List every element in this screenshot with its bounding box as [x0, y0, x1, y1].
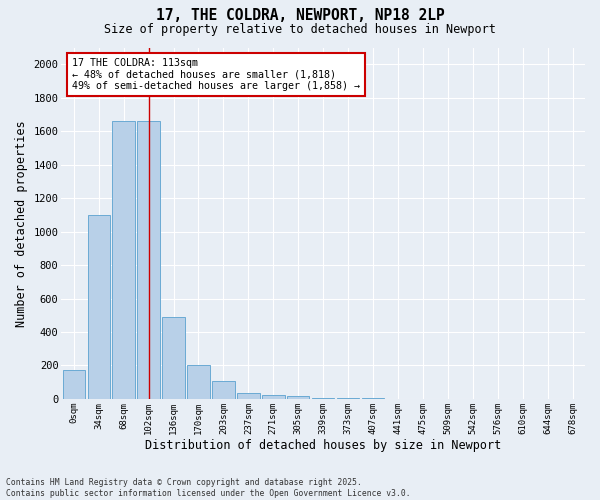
Bar — [112, 121, 135, 399]
Bar — [62, 370, 85, 399]
Bar — [337, 398, 359, 399]
Bar — [88, 215, 110, 399]
Bar — [137, 121, 160, 399]
Bar — [163, 317, 185, 399]
Bar — [362, 398, 384, 399]
Bar — [187, 366, 210, 399]
Text: 17, THE COLDRA, NEWPORT, NP18 2LP: 17, THE COLDRA, NEWPORT, NP18 2LP — [155, 8, 445, 22]
Bar — [262, 395, 284, 399]
Text: Size of property relative to detached houses in Newport: Size of property relative to detached ho… — [104, 22, 496, 36]
Text: 17 THE COLDRA: 113sqm
← 48% of detached houses are smaller (1,818)
49% of semi-d: 17 THE COLDRA: 113sqm ← 48% of detached … — [72, 58, 360, 91]
Text: Contains HM Land Registry data © Crown copyright and database right 2025.
Contai: Contains HM Land Registry data © Crown c… — [6, 478, 410, 498]
Bar — [287, 396, 310, 399]
Bar — [212, 382, 235, 399]
Bar — [312, 398, 334, 399]
Bar — [237, 393, 260, 399]
X-axis label: Distribution of detached houses by size in Newport: Distribution of detached houses by size … — [145, 440, 501, 452]
Y-axis label: Number of detached properties: Number of detached properties — [15, 120, 28, 326]
